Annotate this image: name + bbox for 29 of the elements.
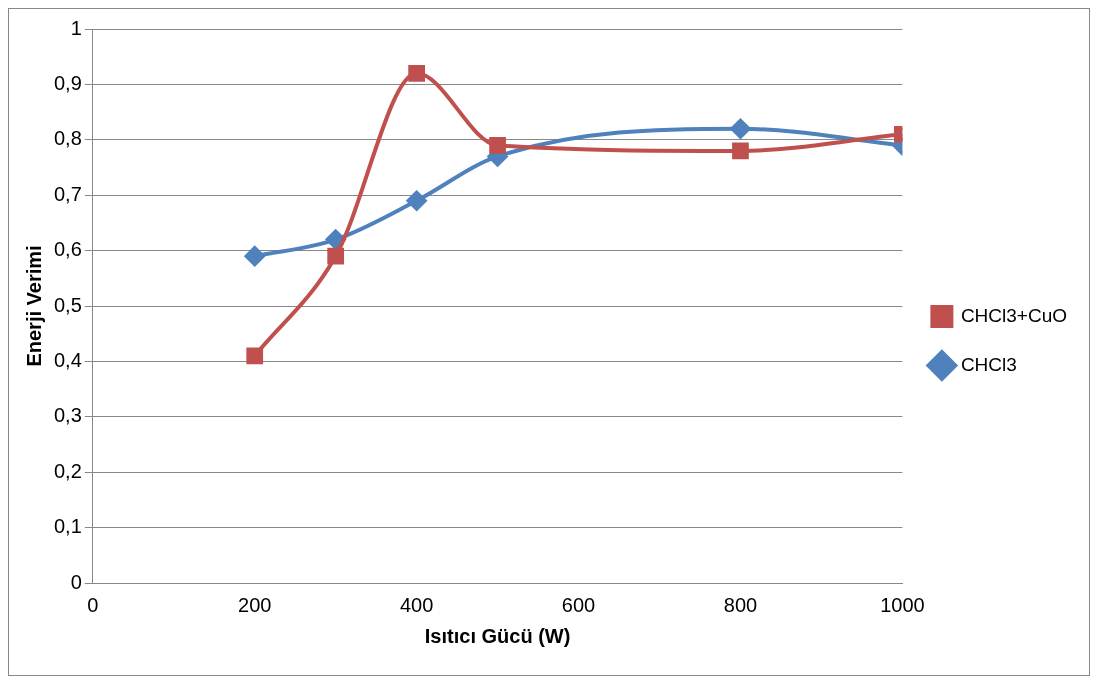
point xyxy=(730,118,751,139)
x-tick-label: 0 xyxy=(87,593,99,616)
y-tick-label: 0,6 xyxy=(53,238,82,261)
y-tick-label: 0,5 xyxy=(53,293,82,316)
x-tick-label: 200 xyxy=(238,593,272,616)
x-tick-label: 600 xyxy=(561,593,596,616)
x-tick-label: 800 xyxy=(723,593,758,616)
x-tick-label: 1000 xyxy=(880,593,925,616)
point xyxy=(732,142,749,160)
point xyxy=(408,64,425,82)
point xyxy=(246,347,264,365)
y-axis-title: Enerji Verimi xyxy=(22,245,45,367)
legend-label: CHCl3+CuO xyxy=(960,304,1068,326)
point xyxy=(327,247,345,265)
x-axis-title: Isıtıcı Gücü (W) xyxy=(424,624,571,647)
point xyxy=(244,246,265,267)
point xyxy=(489,136,506,154)
y-tick-label: 0,7 xyxy=(53,182,82,205)
y-tick-label: 0,1 xyxy=(53,515,82,538)
legend-label: CHCl3 xyxy=(960,353,1017,375)
y-tick-label: 0,4 xyxy=(53,348,82,371)
x-tick-label: 400 xyxy=(399,593,434,616)
y-tick-label: 0,8 xyxy=(53,127,82,150)
y-tick-label: 0 xyxy=(70,570,82,593)
y-tick-label: 0,3 xyxy=(53,404,82,427)
point xyxy=(406,190,427,211)
y-tick-label: 0,2 xyxy=(53,459,82,482)
y-tick-label: 1 xyxy=(70,16,82,39)
y-tick-label: 0,9 xyxy=(53,71,82,94)
